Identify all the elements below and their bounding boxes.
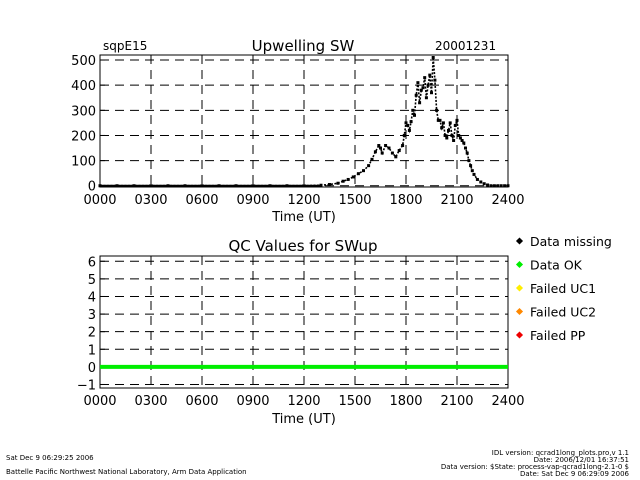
data-point — [447, 128, 450, 132]
data-point — [450, 133, 454, 137]
legend-marker — [515, 237, 524, 245]
data-point — [469, 164, 473, 168]
x-tick-label: 2100 — [440, 394, 473, 409]
data-point — [115, 184, 119, 188]
legend-marker — [515, 331, 524, 339]
x-tick-label: 2400 — [491, 193, 524, 208]
data-point — [341, 179, 345, 183]
data-point — [394, 155, 398, 159]
data-point — [435, 108, 439, 112]
data-point — [414, 93, 418, 97]
y-tick-label: 400 — [71, 79, 96, 94]
x-tick-label: 0600 — [185, 193, 218, 208]
data-point — [428, 73, 432, 77]
footer-data-version: Data version: $State: process-vap-qcrad1… — [441, 463, 629, 471]
qc-values-chart: −1 0 1 2 3 4 5 6 0000 0300 0600 0900 1200 1500 1800 21… — [77, 255, 525, 427]
chart-title-bottom: QC Values for SWup — [228, 237, 377, 255]
data-point — [436, 118, 440, 122]
data-point — [419, 88, 423, 92]
legend-label: Failed UC2 — [530, 305, 596, 320]
site-label: sqpE15 — [103, 39, 147, 53]
data-point — [373, 150, 377, 154]
x-tick-label: 0900 — [236, 394, 269, 409]
x-tick-label: 0900 — [236, 193, 269, 208]
legend-label: Data OK — [530, 258, 583, 273]
data-point — [328, 182, 331, 186]
data-point — [132, 184, 136, 188]
data-point — [455, 118, 459, 122]
x-tick-label: 1200 — [287, 193, 320, 208]
y-tick-label: 4 — [88, 290, 96, 305]
data-point — [401, 144, 405, 148]
y-tick-label: 0 — [88, 180, 96, 195]
footer-timestamp: Sat Dec 9 06:29:25 2006 — [6, 454, 94, 462]
data-point — [387, 146, 391, 150]
legend-label: Failed PP — [530, 328, 586, 343]
x-tick-label: 1800 — [389, 193, 422, 208]
y-tick-label: 500 — [71, 54, 96, 69]
x-axis-label-bottom: Time (UT) — [271, 412, 336, 427]
y-tick-label: 300 — [71, 104, 96, 119]
legend-marker — [515, 260, 524, 269]
footer-data-date: Date: Sat Dec 9 06:29:09 2006 — [520, 470, 629, 478]
data-point — [377, 144, 381, 148]
y-tick-label: 6 — [88, 255, 96, 270]
x-tick-label: 0000 — [83, 394, 116, 409]
data-point — [431, 56, 435, 60]
x-tick-label: 1200 — [287, 394, 320, 409]
data-point — [413, 113, 416, 117]
x-axis-label-top: Time (UT) — [271, 210, 336, 225]
upwelling-sw-chart: 0 100 200 300 400 500 0000 0300 0600 0900 1200 150… — [71, 54, 524, 225]
data-point — [251, 184, 255, 188]
x-tick-label: 0000 — [83, 193, 116, 208]
data-point — [448, 121, 452, 125]
y-tick-label: −1 — [77, 378, 96, 393]
legend-label: Data missing — [530, 234, 612, 249]
y-tick-label: 1 — [88, 343, 96, 358]
legend-marker — [515, 284, 524, 292]
x-tick-label: 0600 — [185, 394, 218, 409]
data-point — [430, 91, 433, 95]
qc-legend: Data missing Data OK Failed UC1 Failed UC2 F… — [515, 234, 612, 343]
y-tick-label: 3 — [88, 308, 96, 323]
footer-idl-date: Date: 2006/12/01 16:37:51 — [534, 456, 629, 464]
data-point — [426, 83, 430, 87]
data-point — [462, 141, 466, 145]
legend-label: Failed UC1 — [530, 281, 596, 296]
x-tick-label: 1500 — [338, 394, 371, 409]
data-point — [234, 184, 238, 188]
footer-idl-version: IDL version: qcrad1long_plots.pro,v 1.1 — [492, 449, 629, 457]
date-label: 20001231 — [435, 39, 496, 53]
data-point — [397, 149, 401, 153]
chart-title-top: Upwelling SW — [252, 37, 355, 55]
x-tick-label: 1500 — [338, 193, 371, 208]
data-point — [351, 175, 355, 179]
y-tick-label: 200 — [71, 129, 96, 144]
data-point — [465, 151, 469, 155]
x-tick-label: 2100 — [440, 193, 473, 208]
legend-marker — [515, 307, 524, 316]
y-tick-label: 0 — [88, 361, 96, 376]
x-tick-label: 0300 — [134, 193, 167, 208]
footer-organization: Battelle Pacific Northwest National Labo… — [6, 468, 247, 476]
y-tick-label: 5 — [88, 273, 96, 288]
y-tick-label: 100 — [71, 155, 96, 170]
y-tick-label: 2 — [88, 326, 96, 341]
x-tick-label: 1800 — [389, 394, 422, 409]
data-trace — [100, 57, 508, 187]
data-point — [443, 133, 447, 137]
x-tick-label: 0300 — [134, 394, 167, 409]
x-tick-label: 2400 — [491, 394, 524, 409]
